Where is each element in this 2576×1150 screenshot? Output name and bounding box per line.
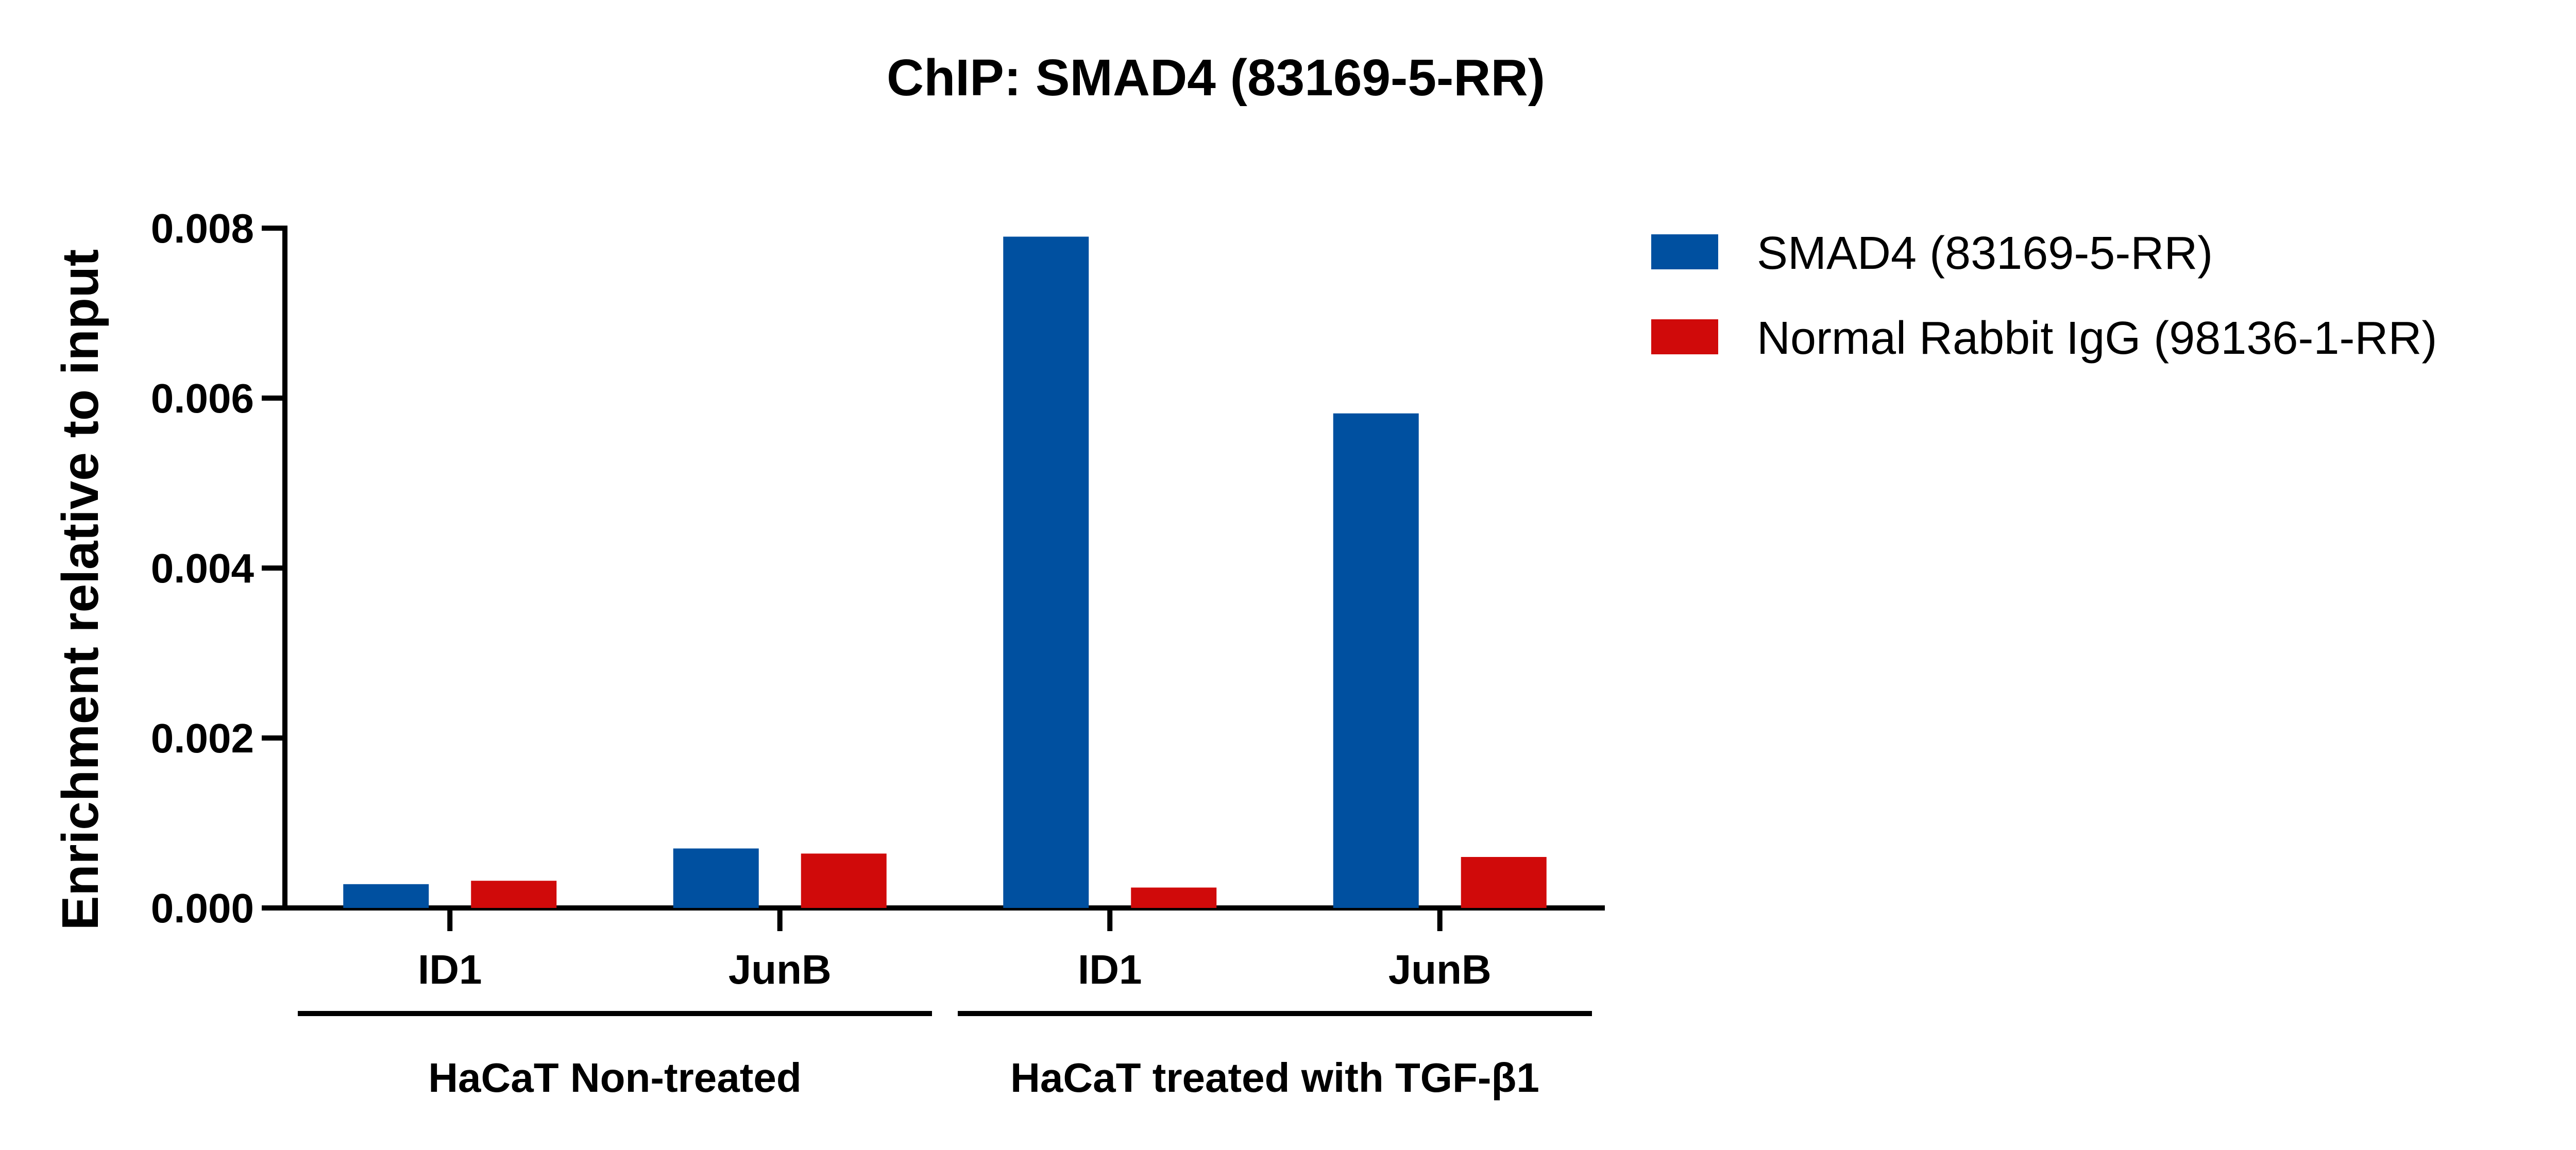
legend-label-igg: Normal Rabbit IgG (98136-1-RR) (1757, 313, 2437, 364)
legend-label-smad4: SMAD4 (83169-5-RR) (1757, 228, 2213, 279)
bar-igg (1461, 857, 1547, 908)
plot-area: 0.000 0.002 0.004 0.006 0.008 ID1 JunB ID1 JunB H… (151, 205, 1605, 1101)
legend: SMAD4 (83169-5-RR) Normal Rabbit IgG (981… (1651, 228, 2437, 364)
bar-igg (1131, 887, 1217, 908)
bar-smad4 (1333, 413, 1419, 908)
x-tick-label: ID1 (418, 947, 482, 992)
bar-smad4 (343, 884, 429, 908)
group-label: HaCaT treated with TGF-β1 (1010, 1055, 1539, 1101)
bar-smad4 (673, 848, 759, 908)
y-tick-label: 0.000 (151, 885, 254, 931)
y-tick-label: 0.004 (151, 545, 255, 591)
bar-igg (801, 853, 887, 908)
chart-title: ChIP: SMAD4 (83169-5-RR) (887, 49, 1545, 107)
y-tick-label: 0.002 (151, 715, 254, 761)
legend-swatch-smad4 (1651, 234, 1718, 269)
group-label: HaCaT Non-treated (428, 1055, 802, 1101)
y-axis-label: Enrichment relative to input (52, 249, 109, 930)
y-tick-label: 0.008 (151, 205, 254, 251)
y-tick-label: 0.006 (151, 375, 254, 421)
bar-smad4 (1003, 236, 1089, 908)
legend-swatch-igg (1651, 319, 1718, 354)
x-tick-label: JunB (1388, 947, 1492, 992)
x-tick-label: JunB (728, 947, 832, 992)
bar-igg (471, 881, 557, 908)
x-tick-label: ID1 (1078, 947, 1142, 992)
